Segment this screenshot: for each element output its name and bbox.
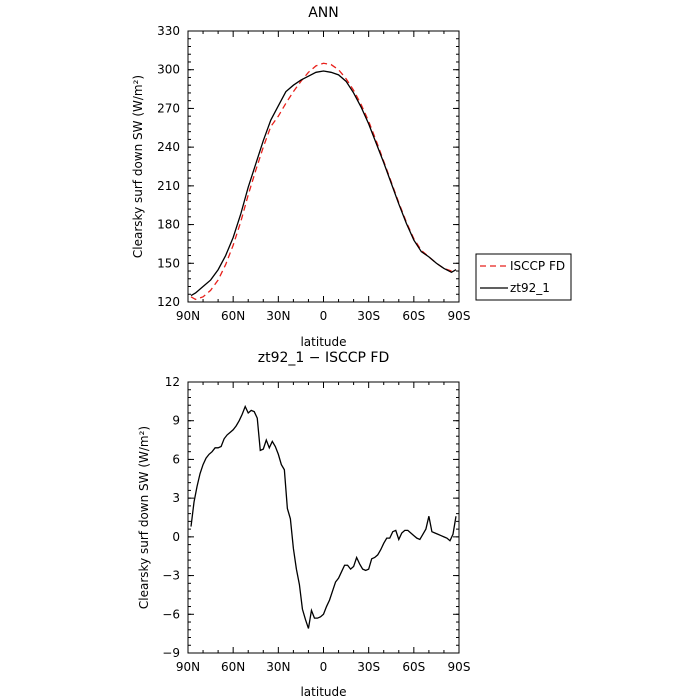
bottom-panel-title: zt92_1 − ISCCP FD xyxy=(258,350,389,366)
x-tick-label: 60N xyxy=(221,660,245,674)
bottom-y-ticks: −9 −6 −3 0 3 6 9 12 xyxy=(162,375,459,660)
x-tick-label: 90N xyxy=(176,309,200,323)
y-tick-label: 240 xyxy=(157,140,180,154)
y-tick-label: 12 xyxy=(165,375,180,389)
y-tick-label: −3 xyxy=(162,569,180,583)
bottom-x-axis-label: latitude xyxy=(300,685,346,699)
y-tick-label: 180 xyxy=(157,218,180,232)
legend-label-zt92-1: zt92_1 xyxy=(510,281,550,295)
y-tick-label: 3 xyxy=(172,491,180,505)
y-tick-label: 0 xyxy=(172,530,180,544)
x-tick-label: 30S xyxy=(357,660,380,674)
x-tick-label: 30N xyxy=(266,660,290,674)
top-y-ticks: 120 150 180 210 240 270 300 330 xyxy=(157,24,459,309)
y-tick-label: −9 xyxy=(162,646,180,660)
bottom-panel: zt92_1 − ISCCP FD 90N 60N 30N 0 30S 60S 90S −9… xyxy=(137,350,470,699)
x-tick-label: 90S xyxy=(448,660,471,674)
top-y-axis-label: Clearsky surf down SW (W/m²) xyxy=(131,75,145,258)
y-tick-label: 210 xyxy=(157,179,180,193)
x-tick-label: 0 xyxy=(320,309,328,323)
bottom-x-ticks: 90N 60N 30N 0 30S 60S 90S xyxy=(176,382,471,674)
bottom-y-axis-label: Clearsky surf down SW (W/m²) xyxy=(137,426,151,609)
x-tick-label: 0 xyxy=(320,660,328,674)
y-tick-label: 150 xyxy=(157,256,180,270)
x-tick-label: 90N xyxy=(176,660,200,674)
x-tick-label: 60N xyxy=(221,309,245,323)
y-tick-label: −6 xyxy=(162,607,180,621)
y-tick-label: 270 xyxy=(157,101,180,115)
legend-box xyxy=(475,253,572,301)
top-x-axis-label: latitude xyxy=(300,335,346,349)
y-tick-label: 6 xyxy=(172,452,180,466)
y-tick-label: 300 xyxy=(157,63,180,77)
series-line-zt92-1 xyxy=(190,70,457,297)
bottom-series-lines xyxy=(190,404,457,629)
y-tick-label: 9 xyxy=(172,414,180,428)
y-tick-label: 120 xyxy=(157,295,180,309)
top-x-ticks: 90N 60N 30N 0 30S 60S 90S xyxy=(176,31,471,323)
top-panel-title: ANN xyxy=(308,5,339,21)
series-line-isccp-fd xyxy=(190,62,457,301)
series-line-difference xyxy=(190,404,457,629)
x-tick-label: 60S xyxy=(402,309,425,323)
y-tick-label: 330 xyxy=(157,24,180,38)
top-series-lines xyxy=(190,62,457,301)
legend: ISCCP FD zt92_1 xyxy=(475,253,572,301)
x-tick-label: 60S xyxy=(402,660,425,674)
x-tick-label: 90S xyxy=(448,309,471,323)
bottom-plot-frame xyxy=(187,381,460,654)
x-tick-label: 30S xyxy=(357,309,380,323)
x-tick-label: 30N xyxy=(266,309,290,323)
legend-label-isccp-fd: ISCCP FD xyxy=(510,259,565,273)
top-panel: ANN 90N 60N 30N 0 30S 60S 90S 120 150 180 210 240 2… xyxy=(131,5,470,349)
